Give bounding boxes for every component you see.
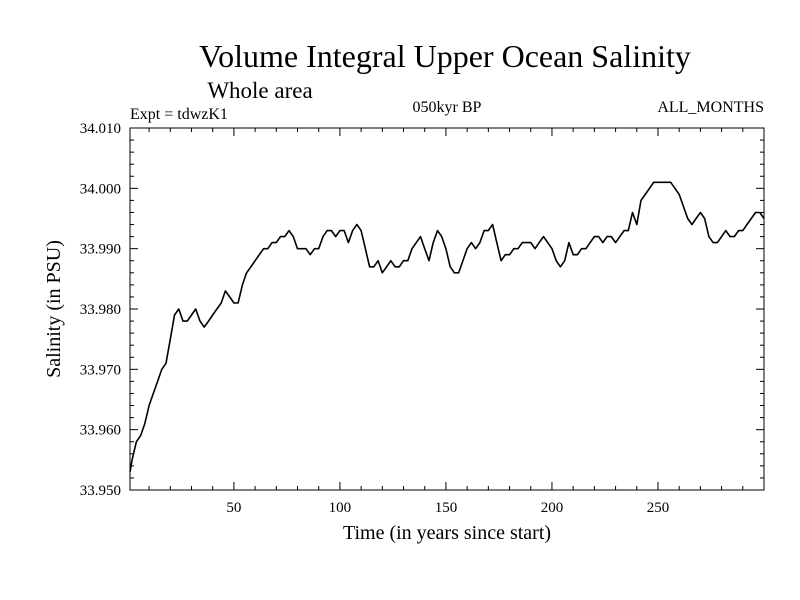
y-axis-label: Salinity (in PSU) xyxy=(43,240,65,378)
chart-title: Volume Integral Upper Ocean Salinity xyxy=(199,38,691,74)
x-tick-label: 250 xyxy=(647,500,670,516)
y-tick-label: 33.990 xyxy=(80,242,121,258)
series-line-salinity xyxy=(129,181,765,473)
axis-ticks xyxy=(130,128,764,490)
period-label: 050kyr BP xyxy=(413,99,482,116)
y-tick-label: 33.980 xyxy=(80,302,121,318)
months-label: ALL_MONTHS xyxy=(657,99,764,116)
y-tick-label: 33.960 xyxy=(80,423,121,439)
x-tick-label: 200 xyxy=(541,500,564,516)
chart-subtitle: Whole area xyxy=(207,78,312,103)
x-axis-label: Time (in years since start) xyxy=(343,522,551,544)
y-tick-label: 33.950 xyxy=(80,483,121,499)
x-tick-labels: 50 100 150 200 250 xyxy=(226,500,669,516)
x-tick-label: 150 xyxy=(435,500,458,516)
y-tick-labels: 33.950 33.960 33.970 33.980 33.990 34.000 34.0… xyxy=(80,121,121,499)
y-tick-label: 33.970 xyxy=(80,362,121,378)
experiment-label: Expt = tdwzK1 xyxy=(130,106,228,123)
x-tick-label: 50 xyxy=(226,500,241,516)
x-tick-label: 100 xyxy=(329,500,352,516)
y-tick-label: 34.000 xyxy=(80,181,121,197)
y-tick-label: 34.010 xyxy=(80,121,121,137)
